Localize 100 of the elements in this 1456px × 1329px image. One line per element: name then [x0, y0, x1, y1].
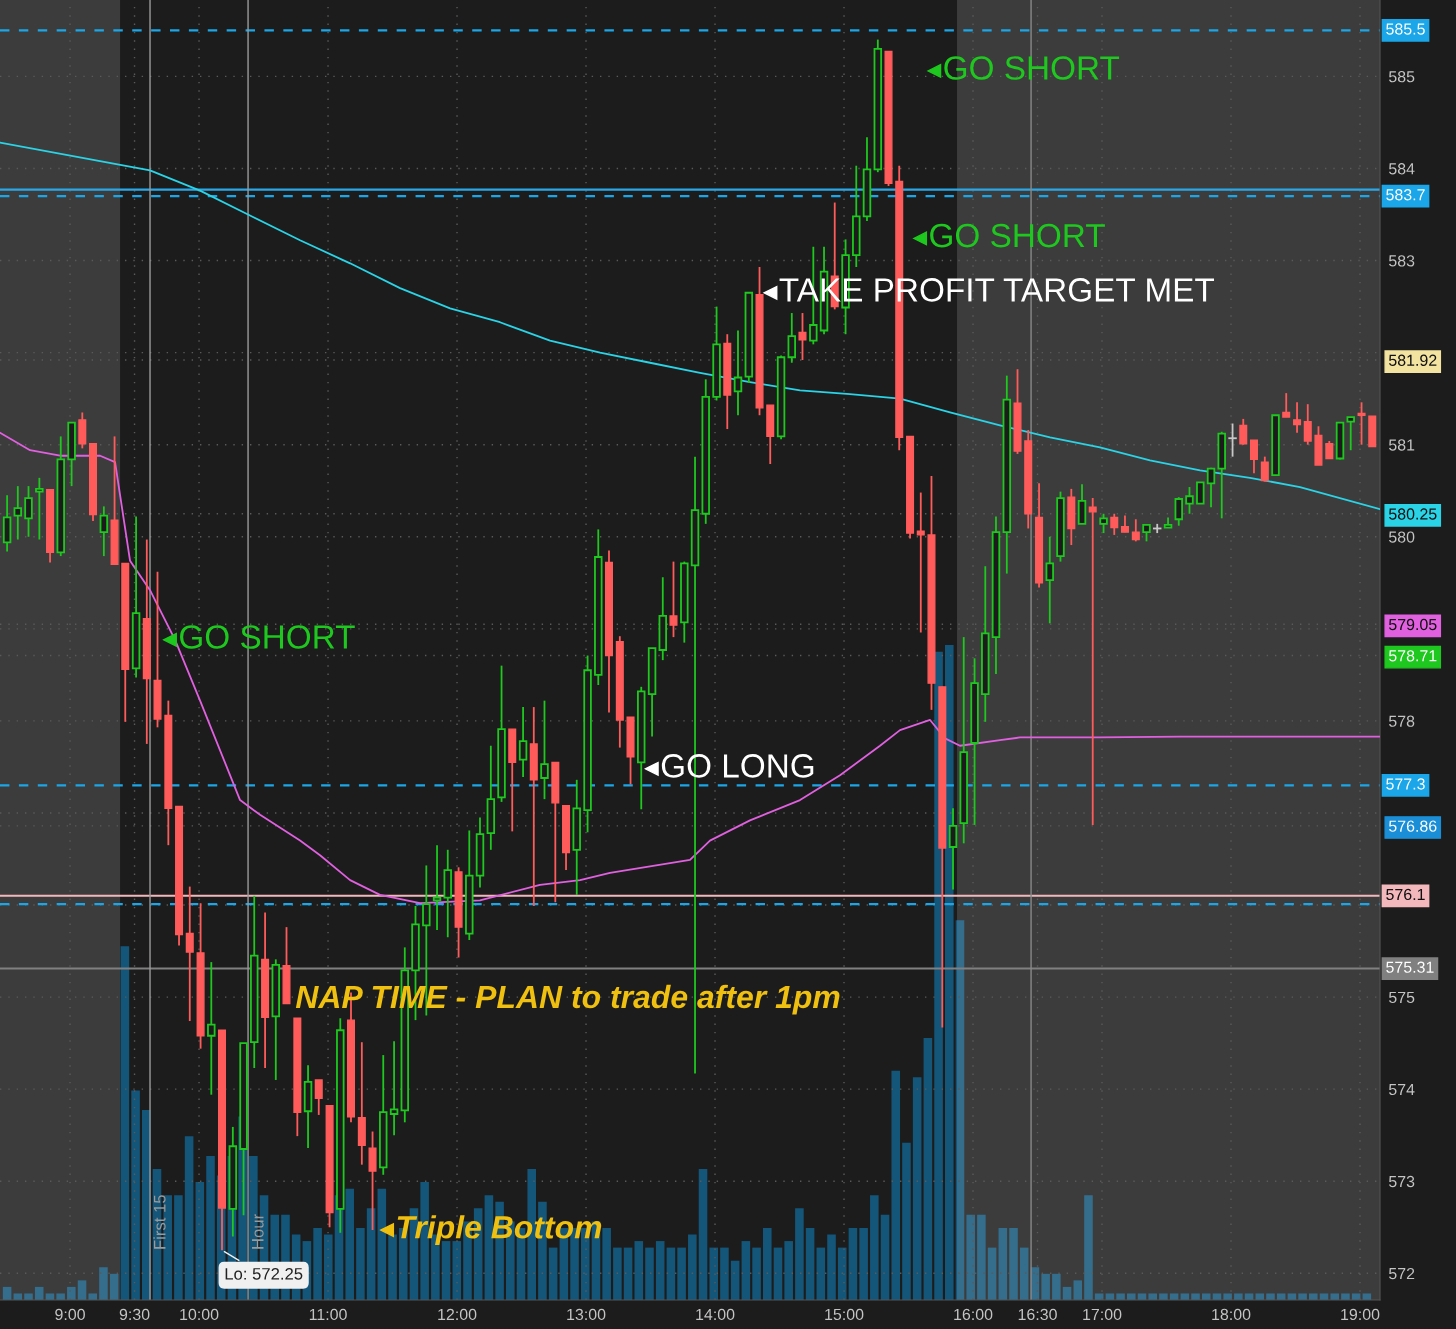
candlestick: [1282, 392, 1291, 418]
candlestick: [1099, 512, 1108, 534]
bar: [655, 1241, 665, 1300]
bar: [1341, 1293, 1350, 1300]
ref-line-label: 576.1: [1386, 888, 1425, 901]
bar: [1041, 1273, 1050, 1300]
x-tick-label: 16:00: [954, 1308, 993, 1321]
candlestick: [389, 1040, 399, 1137]
y-tick-label: 584: [1388, 163, 1415, 175]
candlestick: [185, 885, 194, 1022]
candlestick: [1228, 422, 1237, 458]
bar: [1116, 1293, 1125, 1300]
y-tick-label: 581: [1388, 439, 1415, 451]
x-tick-label: 11:00: [309, 1308, 347, 1321]
bar: [955, 920, 965, 1300]
bar: [880, 1214, 890, 1300]
x-tick-label: 15:00: [825, 1308, 864, 1321]
x-tick-label: 12:00: [438, 1308, 477, 1321]
bar: [709, 1247, 719, 1300]
bar: [1234, 1293, 1243, 1300]
bar: [613, 1247, 622, 1300]
bar: [720, 1247, 729, 1300]
bar: [131, 1090, 140, 1300]
y-tick-label: 581.92: [1388, 354, 1437, 366]
bar: [345, 1188, 354, 1300]
bar: [998, 1227, 1008, 1300]
bar: [1201, 1293, 1211, 1300]
ref-line-label: Hour: [252, 1214, 264, 1249]
bar: [816, 1247, 826, 1300]
bar: [1223, 1293, 1232, 1300]
candlestick: [787, 312, 797, 364]
bar: [1298, 1293, 1307, 1300]
bar: [902, 1142, 911, 1300]
candlestick: [432, 844, 442, 931]
bar: [174, 1195, 183, 1300]
bar: [1309, 1293, 1318, 1300]
candlestick: [1206, 466, 1216, 509]
bar: [206, 1155, 215, 1300]
candlestick: [314, 1079, 323, 1116]
bar: [1052, 1273, 1061, 1300]
y-tick-label: 580: [1388, 531, 1415, 543]
candlestick: [1196, 481, 1205, 505]
y-tick-label: 573: [1388, 1175, 1415, 1188]
bar: [805, 1227, 815, 1300]
bar: [99, 1267, 108, 1300]
candlestick: [518, 706, 528, 778]
y-tick-label: 574: [1388, 1083, 1415, 1096]
bar: [88, 1293, 98, 1300]
bar: [977, 1214, 986, 1300]
y-tick-label: 580.25: [1388, 508, 1437, 520]
annotation: GO SHORT: [944, 56, 1120, 80]
candlestick: [733, 329, 743, 417]
bar: [56, 1293, 65, 1300]
bar: [1191, 1293, 1200, 1300]
bar: [912, 1077, 922, 1300]
bar: [677, 1247, 686, 1300]
candlestick: [13, 485, 23, 541]
ref-line-label: 585.5: [1386, 23, 1425, 35]
y-tick-label: 576.86: [1388, 820, 1437, 832]
bar: [548, 1247, 558, 1300]
bar: [1073, 1280, 1083, 1300]
bar: [891, 1070, 901, 1300]
x-tick-label: 16:30: [1018, 1308, 1057, 1321]
x-tick-label: 13:00: [567, 1308, 606, 1321]
y-tick-label: 583: [1388, 255, 1415, 267]
candlestick: [669, 560, 678, 639]
bar: [987, 1247, 997, 1300]
y-tick-label: 572: [1388, 1267, 1415, 1280]
bar: [1084, 1195, 1093, 1300]
candlestick: [540, 699, 549, 801]
candlestick: [1185, 486, 1194, 515]
bar: [688, 1234, 697, 1300]
candlestick: [1293, 401, 1302, 434]
bar: [67, 1286, 76, 1300]
candlestick: [35, 476, 44, 541]
ref-line-label: 583.7: [1386, 189, 1425, 201]
x-tick-label: 17:00: [1083, 1308, 1122, 1321]
bar: [1266, 1293, 1275, 1300]
bar: [795, 1208, 804, 1300]
bar: [752, 1247, 761, 1300]
candlestick: [1239, 418, 1248, 446]
line-series: [0, 141, 1380, 511]
bar: [77, 1280, 87, 1300]
bar: [184, 1136, 194, 1300]
bar: [698, 1169, 708, 1300]
bar: [1019, 1247, 1029, 1300]
bar: [827, 1234, 836, 1300]
candlestick: [99, 505, 109, 557]
y-tick-label: 579.05: [1388, 618, 1437, 631]
bar: [1330, 1293, 1340, 1300]
y-tick-label: 585: [1388, 71, 1415, 83]
candlestick: [207, 961, 216, 1096]
ref-line-label: First 15: [153, 1195, 166, 1249]
bar: [356, 1227, 365, 1300]
annotation: Lo: 572.25: [225, 1267, 303, 1280]
bar: [1127, 1293, 1136, 1300]
ref-line-label: 577.3: [1386, 778, 1425, 790]
bar: [848, 1227, 858, 1300]
bar: [623, 1247, 633, 1300]
bar: [645, 1247, 654, 1300]
